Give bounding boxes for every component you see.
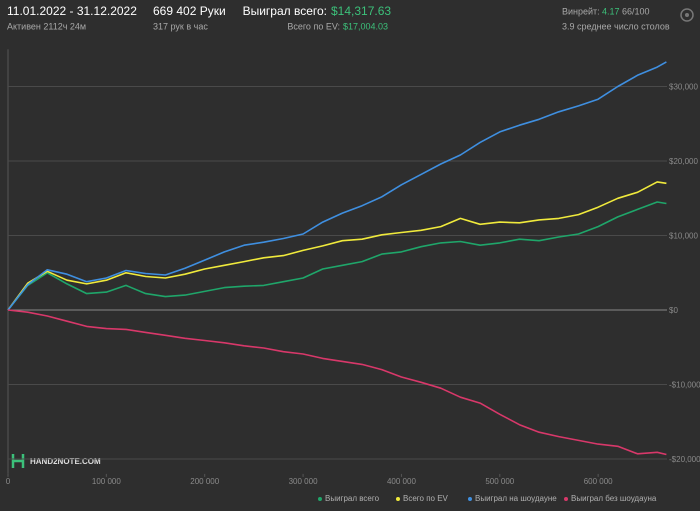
won-value: $14,317.63: [331, 4, 391, 18]
series-line: [7, 201, 667, 311]
hands-per-hour: 317 рук в час: [153, 21, 208, 31]
x-tick-label: 500 000: [485, 477, 514, 486]
winrate-value: 4.17: [602, 6, 620, 16]
x-tick-label: 100 000: [92, 477, 121, 486]
x-tick-label: 600 000: [584, 477, 613, 486]
logo-text: HAND2NOTE.COM: [30, 457, 101, 466]
series-line: [7, 61, 667, 311]
y-tick-label: $30,000: [669, 83, 698, 92]
series-line: [7, 309, 667, 456]
x-tick-label: 400 000: [387, 477, 416, 486]
legend-label: Всего по EV: [403, 494, 449, 503]
y-tick-label: -$10,000: [669, 381, 700, 390]
y-tick-label: $0: [669, 306, 678, 315]
legend-swatch: [468, 497, 472, 501]
winrate-unit: 66/100: [622, 6, 650, 16]
x-tick-label: 0: [6, 477, 11, 486]
ev-value: $17,004.03: [343, 21, 388, 31]
hands: 669 402 Руки: [153, 4, 226, 18]
settings-icon-center: [685, 13, 689, 17]
logo: HAND2NOTE.COM: [11, 454, 101, 468]
legend-label: Выиграл на шоудауне: [475, 494, 557, 503]
x-tick-label: 300 000: [289, 477, 318, 486]
legend-swatch: [318, 497, 322, 501]
winrate-label: Винрейт:: [562, 6, 600, 16]
logo-icon: [11, 454, 25, 468]
x-tick-label: 200 000: [190, 477, 219, 486]
y-tick-label: $20,000: [669, 157, 698, 166]
settings-icon[interactable]: [680, 8, 694, 22]
period: 11.01.2022 - 31.12.2022: [7, 4, 137, 18]
ev-label: Всего по EV:: [287, 21, 340, 31]
series-line: [7, 181, 667, 311]
y-tick-label: -$20,000: [669, 455, 700, 464]
won-label: Выиграл всего:: [243, 4, 327, 18]
y-tick-label: $10,000: [669, 232, 698, 241]
legend-label: Выиграл всего: [325, 494, 380, 503]
active-time: Активен 2112ч 24м: [7, 21, 86, 31]
legend-label: Выиграл без шоудауна: [571, 494, 657, 503]
legend-swatch: [396, 497, 400, 501]
tables: 3.9 среднее число столов: [562, 21, 670, 31]
legend-swatch: [564, 497, 568, 501]
